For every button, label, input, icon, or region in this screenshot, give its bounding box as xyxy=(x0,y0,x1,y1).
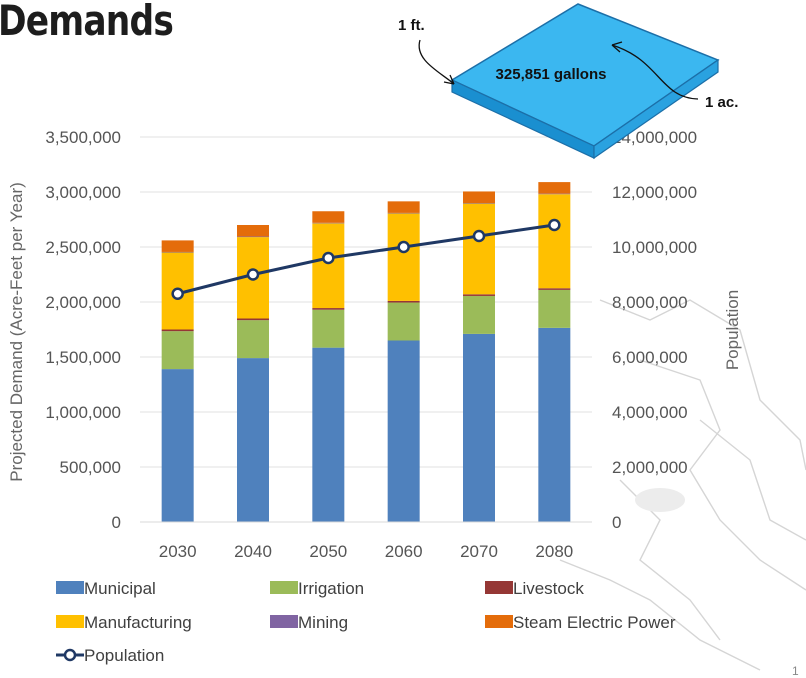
bar-segment-mining xyxy=(387,212,420,214)
bar-segment-manufacturing xyxy=(463,203,495,295)
bars xyxy=(161,182,571,522)
legend-label-manufacturing: Manufacturing xyxy=(84,613,192,632)
y-axis-title-right: Population xyxy=(723,290,742,370)
legend-label-irrigation: Irrigation xyxy=(298,579,364,598)
bar-segment-municipal xyxy=(312,347,345,522)
y-tick-label-right: 10,000,000 xyxy=(612,238,697,257)
acre-foot-callout: 325,851 gallons 1 ft. 1 ac. xyxy=(398,3,738,160)
bar-segment-livestock xyxy=(387,300,420,303)
bar-segment-livestock xyxy=(463,294,495,296)
x-tick-label: 2050 xyxy=(309,542,347,561)
gridlines xyxy=(140,136,592,468)
bar-segment-livestock xyxy=(538,288,571,290)
area-label: 1 ac. xyxy=(705,94,738,111)
y-tick-label-right: 8,000,000 xyxy=(612,293,688,312)
legend-marker-population xyxy=(63,648,77,662)
bar-segment-mining xyxy=(161,251,194,253)
x-tick-label: 2040 xyxy=(234,542,272,561)
x-axis: 2030 2040 2050 2060 2070 2080 xyxy=(159,542,573,561)
y-tick-label-right: 2,000,000 xyxy=(612,458,688,477)
y-tick-label-right: 6,000,000 xyxy=(612,348,688,367)
bar-segment-steam-electric-power xyxy=(538,182,571,194)
bar-segment-municipal xyxy=(538,327,571,522)
legend-label-livestock: Livestock xyxy=(513,579,584,598)
population-line-path xyxy=(177,223,555,296)
population-point xyxy=(472,229,486,243)
y-tick-label-right: 4,000,000 xyxy=(612,403,688,422)
bar-segment-livestock xyxy=(237,318,269,321)
slab-side xyxy=(593,58,719,160)
population-point xyxy=(548,218,561,232)
bar-segment-livestock xyxy=(161,329,194,332)
bar-segment-municipal xyxy=(161,369,194,522)
bar-segment-manufacturing xyxy=(387,213,420,301)
y-tick-label-left: 500,000 xyxy=(60,458,121,477)
legend-label-steam-electric-power: Steam Electric Power xyxy=(513,613,676,632)
corner-mark: 1 xyxy=(792,664,799,678)
y-axis-left: 0 500,000 1,000,000 1,500,000 2,000,000 2,500… xyxy=(45,128,121,532)
legend-label-municipal: Municipal xyxy=(84,579,156,598)
bar-segment-manufacturing xyxy=(538,194,571,289)
y-tick-label-left: 1,500,000 xyxy=(45,348,121,367)
legend-label-population: Population xyxy=(84,646,164,665)
background-map xyxy=(559,299,806,671)
bar-segment-steam-electric-power xyxy=(237,225,269,237)
population-point xyxy=(397,240,410,254)
bar-segment-irrigation xyxy=(387,302,420,341)
legend-label-mining: Mining xyxy=(298,613,348,632)
legend-swatch-steam-electric-power xyxy=(485,615,513,628)
bar-segment-mining xyxy=(538,193,571,195)
bar-segment-steam-electric-power xyxy=(387,201,420,213)
bar-segment-irrigation xyxy=(463,295,495,334)
bar-segment-municipal xyxy=(387,340,420,522)
y-tick-label-right: 0 xyxy=(612,513,621,532)
depth-arrowhead xyxy=(443,74,455,85)
bar-segment-irrigation xyxy=(237,320,269,359)
volume-label: 325,851 gallons xyxy=(496,66,607,83)
bar-segment-mining xyxy=(312,222,345,224)
bar-segment-livestock xyxy=(312,308,345,310)
x-tick-label: 2060 xyxy=(385,542,423,561)
y-tick-label-right: 12,000,000 xyxy=(612,183,697,202)
area-arrowhead xyxy=(611,41,623,53)
area-arrow xyxy=(611,44,699,100)
bar-segment-steam-electric-power xyxy=(312,211,345,223)
bar-segment-mining xyxy=(463,203,495,204)
population-point xyxy=(246,268,260,281)
y-tick-label-left: 3,000,000 xyxy=(45,183,121,202)
bar-segment-steam-electric-power xyxy=(463,191,495,203)
legend-swatch-irrigation xyxy=(270,581,298,594)
page-title: Demands xyxy=(0,0,174,45)
bar-segment-irrigation xyxy=(312,309,345,348)
y-tick-label-left: 0 xyxy=(112,513,121,532)
y-axis-title-left: Projected Demand (Acre-Feet per Year) xyxy=(7,182,26,482)
bar-segment-irrigation xyxy=(161,331,194,370)
bar-segment-manufacturing xyxy=(312,223,345,309)
y-tick-label-left: 3,500,000 xyxy=(45,128,121,147)
bar-segment-irrigation xyxy=(538,289,571,328)
x-tick-label: 2030 xyxy=(159,542,197,561)
y-tick-label-left: 2,500,000 xyxy=(45,238,121,257)
legend-swatch-municipal xyxy=(56,581,84,594)
legend-swatch-livestock xyxy=(485,581,513,594)
x-tick-label: 2080 xyxy=(535,542,573,561)
depth-label: 1 ft. xyxy=(398,17,425,34)
population-point xyxy=(322,251,335,265)
legend-swatch-manufacturing xyxy=(56,615,84,628)
bar-segment-municipal xyxy=(463,333,495,522)
bar-segment-municipal xyxy=(237,358,269,522)
x-tick-label: 2070 xyxy=(460,542,498,561)
population-line xyxy=(171,218,561,300)
y-tick-label-right: 14,000,000 xyxy=(612,128,697,147)
population-point xyxy=(171,287,184,300)
y-tick-label-left: 2,000,000 xyxy=(45,293,121,312)
depth-arrow xyxy=(418,39,455,85)
legend-swatch-mining xyxy=(270,615,298,628)
y-tick-label-left: 1,000,000 xyxy=(45,403,121,422)
y-axis-right: 0 2,000,000 4,000,000 6,000,000 8,000,000 10,… xyxy=(612,128,697,532)
bar-segment-steam-electric-power xyxy=(161,240,194,252)
bar-segment-mining xyxy=(237,236,269,238)
legend: Municipal Irrigation Livestock Manufacturin… xyxy=(56,579,676,665)
